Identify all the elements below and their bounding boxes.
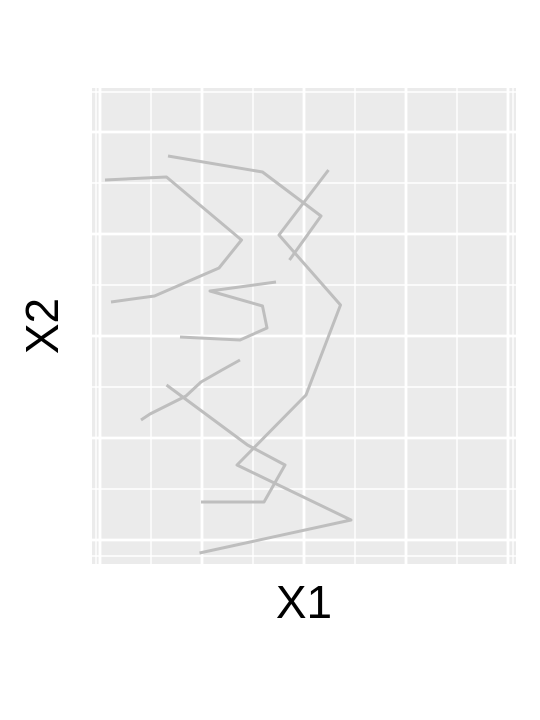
series-layer	[104, 154, 353, 555]
y-axis-title: X2	[16, 298, 68, 354]
series-line-5	[140, 358, 241, 422]
series-line-1	[199, 169, 353, 555]
series-line-6	[165, 383, 287, 504]
major-gridlines	[92, 88, 516, 564]
series-line-4	[104, 175, 243, 304]
x-axis-title: X1	[276, 576, 332, 628]
series-line-3	[179, 280, 277, 342]
series-line-2	[167, 154, 323, 261]
